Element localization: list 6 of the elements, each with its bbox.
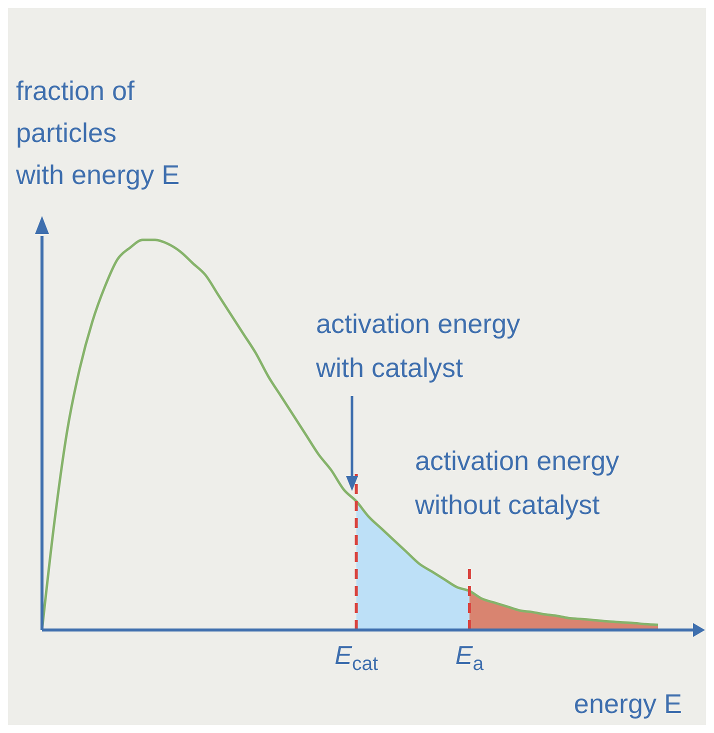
- x-tick-label: E$_{a}$: [455, 640, 484, 675]
- x-tick-label: E$_{cat}$: [334, 640, 379, 675]
- annotation: activation energy with catalyst: [315, 309, 521, 383]
- x-axis-title: energy E: [574, 689, 682, 719]
- annotation: activation energy without catalyst: [414, 446, 620, 520]
- y-axis-title: fraction of particles with energy E: [15, 76, 180, 190]
